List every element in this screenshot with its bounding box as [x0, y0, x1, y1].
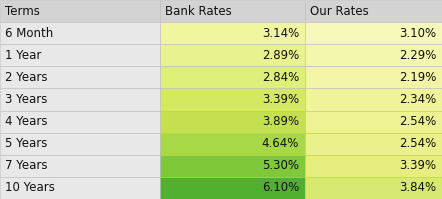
Bar — [160, 133, 305, 155]
Bar — [0, 66, 160, 88]
Bar — [305, 177, 442, 199]
Text: 3.84%: 3.84% — [400, 181, 437, 194]
Text: 4.64%: 4.64% — [262, 137, 299, 150]
Text: 5 Years: 5 Years — [5, 137, 48, 150]
Text: 4 Years: 4 Years — [5, 115, 48, 128]
Bar — [0, 133, 160, 155]
Text: 3.14%: 3.14% — [262, 27, 299, 40]
Bar — [305, 133, 442, 155]
Text: 5.30%: 5.30% — [262, 159, 299, 172]
Text: 3.39%: 3.39% — [400, 159, 437, 172]
Bar — [0, 44, 160, 66]
Text: Bank Rates: Bank Rates — [165, 5, 232, 18]
Bar — [0, 177, 160, 199]
Bar — [160, 177, 305, 199]
Text: 2.84%: 2.84% — [262, 71, 299, 84]
Bar — [0, 111, 160, 133]
Text: 2.54%: 2.54% — [400, 137, 437, 150]
Text: 3 Years: 3 Years — [5, 93, 48, 106]
Text: 2.19%: 2.19% — [399, 71, 437, 84]
Bar — [0, 88, 160, 111]
Bar — [305, 44, 442, 66]
Text: 3.39%: 3.39% — [262, 93, 299, 106]
Bar — [305, 22, 442, 44]
Bar — [160, 155, 305, 177]
Bar — [160, 88, 305, 111]
Bar — [160, 111, 305, 133]
Bar — [0, 22, 160, 44]
Text: 2 Years: 2 Years — [5, 71, 48, 84]
Bar — [0, 0, 160, 22]
Text: 3.89%: 3.89% — [262, 115, 299, 128]
Text: 2.34%: 2.34% — [400, 93, 437, 106]
Bar — [305, 111, 442, 133]
Bar — [305, 155, 442, 177]
Bar — [160, 66, 305, 88]
Text: 2.54%: 2.54% — [400, 115, 437, 128]
Text: 7 Years: 7 Years — [5, 159, 48, 172]
Text: Terms: Terms — [5, 5, 40, 18]
Bar — [305, 0, 442, 22]
Bar — [305, 88, 442, 111]
Text: 2.29%: 2.29% — [399, 49, 437, 62]
Bar — [160, 44, 305, 66]
Text: 6 Month: 6 Month — [5, 27, 53, 40]
Bar — [0, 155, 160, 177]
Text: Our Rates: Our Rates — [310, 5, 369, 18]
Text: 3.10%: 3.10% — [400, 27, 437, 40]
Bar — [305, 66, 442, 88]
Bar — [160, 22, 305, 44]
Text: 1 Year: 1 Year — [5, 49, 42, 62]
Bar — [160, 0, 305, 22]
Text: 2.89%: 2.89% — [262, 49, 299, 62]
Text: 10 Years: 10 Years — [5, 181, 55, 194]
Text: 6.10%: 6.10% — [262, 181, 299, 194]
